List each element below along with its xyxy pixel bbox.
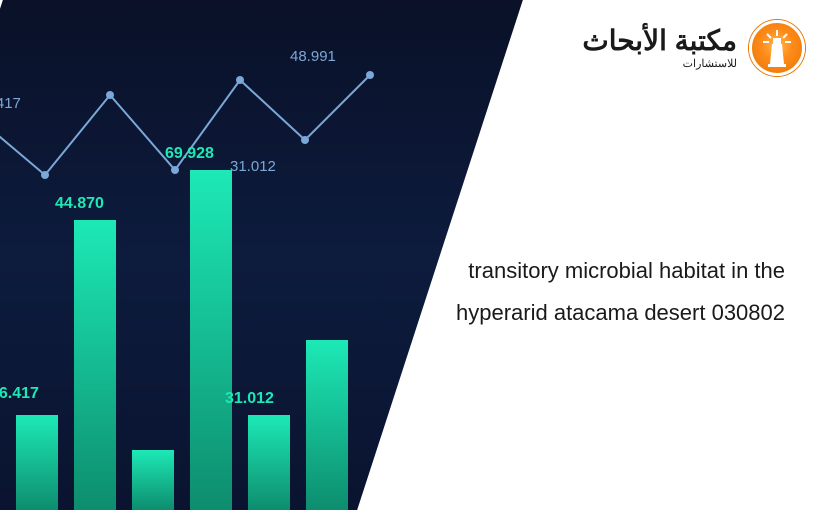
lighthouse-icon: [759, 28, 795, 68]
chart-bar-label: 31.012: [225, 390, 274, 408]
title-line-2: hyperarid atacama desert 030802: [425, 292, 785, 334]
chart-line-label: 48.991: [290, 48, 336, 65]
chart-bar: [16, 415, 58, 510]
document-title: transitory microbial habitat in the hype…: [425, 250, 785, 334]
chart-line-point: [236, 76, 244, 84]
chart-bar-label: 44.870: [55, 195, 104, 213]
chart-bar: [74, 220, 116, 510]
brand-name-arabic: مكتبة الأبحاث: [582, 27, 737, 55]
chart-line-point: [366, 71, 374, 79]
chart-line-point: [171, 166, 179, 174]
title-line-1: transitory microbial habitat in the: [425, 250, 785, 292]
chart-line-point: [41, 171, 49, 179]
chart-line-point: [106, 91, 114, 99]
chart-bar-label: 69.928: [165, 145, 214, 163]
chart-line-point: [301, 136, 309, 144]
brand-tagline-arabic: للاستشارات: [582, 57, 737, 70]
chart-bar: [306, 340, 348, 510]
chart-bar: [248, 415, 290, 510]
brand-text: مكتبة الأبحاث للاستشارات: [582, 27, 737, 70]
chart-line-label: 26.417: [0, 95, 21, 112]
chart-bar: [190, 170, 232, 510]
chart-bar-label: 26.417: [0, 385, 39, 403]
chart-line-label: 31.012: [230, 158, 276, 175]
brand-logo-icon: [749, 20, 805, 76]
brand-logo-area: مكتبة الأبحاث للاستشارات: [582, 20, 805, 76]
chart-bar: [132, 450, 174, 510]
